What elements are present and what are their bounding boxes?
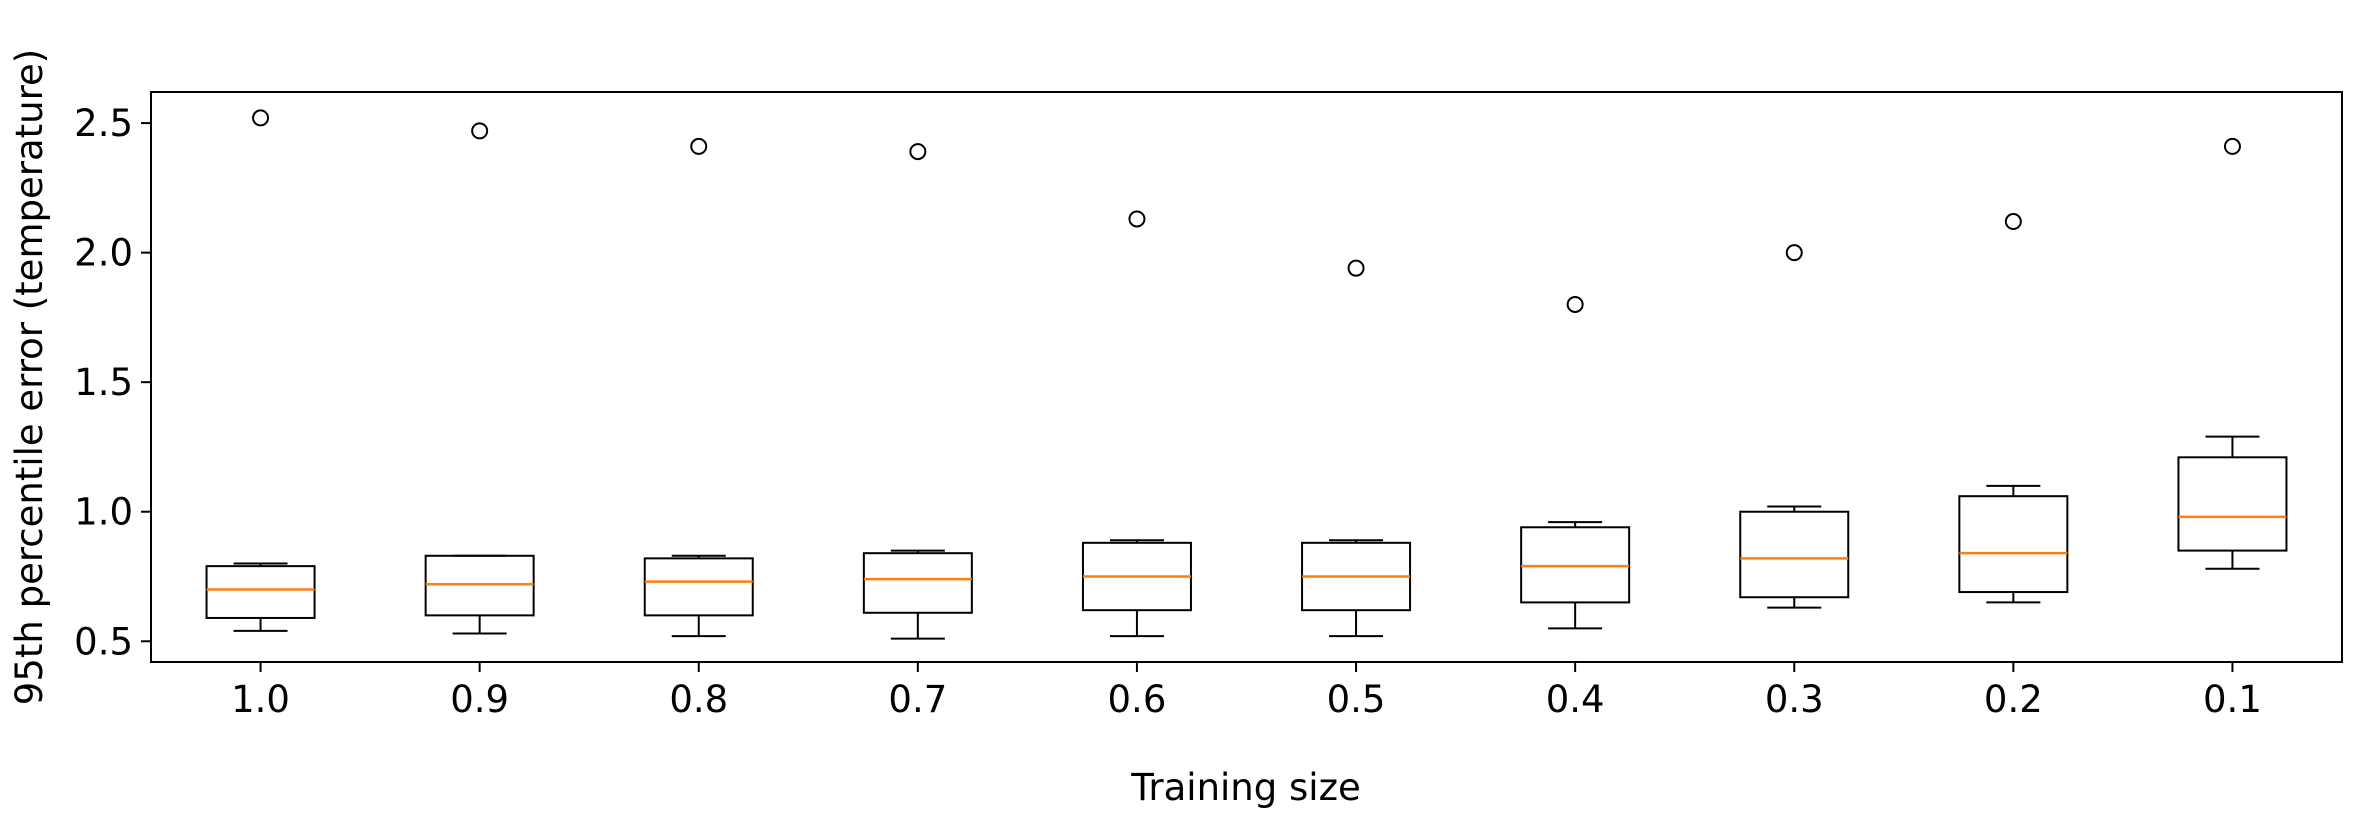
plot-frame: [150, 91, 2343, 663]
box: [424, 554, 535, 617]
outlier-point: [252, 109, 270, 127]
x-tick-label: 0.6: [1108, 678, 1167, 721]
x-tick-label: 0.4: [1546, 678, 1605, 721]
y-tick-label: 1.5: [74, 361, 133, 404]
outlier-point: [690, 137, 708, 155]
box-group-0.3: [1739, 244, 1850, 609]
x-tick-label: 0.1: [2203, 678, 2262, 721]
box: [1520, 526, 1631, 604]
box-group-1.0: [205, 109, 316, 632]
box: [1739, 510, 1850, 599]
box-group-0.8: [643, 137, 754, 638]
y-tick-label: 2.0: [74, 232, 133, 275]
box-group-0.6: [1081, 210, 1192, 638]
box: [205, 565, 316, 619]
outlier-point: [2223, 137, 2241, 155]
box-group-0.5: [1301, 259, 1412, 638]
box-group-0.4: [1520, 295, 1631, 630]
box-group-0.1: [2177, 137, 2288, 570]
plot-marks: [205, 109, 2288, 640]
x-tick-label: 0.8: [669, 678, 728, 721]
outlier-point: [1566, 295, 1584, 313]
box: [2177, 456, 2288, 552]
x-tick-label: 0.7: [888, 678, 947, 721]
y-axis-label: 95th percentile error (temperature): [8, 49, 51, 705]
box: [862, 552, 973, 614]
outlier-point: [1347, 259, 1365, 277]
x-axis-label: Training size: [1130, 766, 1361, 809]
box: [643, 557, 754, 617]
outlier-point: [1785, 244, 1803, 262]
box-group-0.2: [1958, 213, 2069, 604]
x-tick-label: 0.2: [1984, 678, 2043, 721]
y-tick-label: 1.0: [74, 491, 133, 534]
box: [1958, 495, 2069, 594]
x-tick-label: 0.3: [1765, 678, 1824, 721]
y-tick-label: 0.5: [74, 620, 133, 663]
y-tick-label: 2.5: [74, 102, 133, 145]
x-axis: 1.0 0.9 0.8 0.7 0.6 0.5 0.4 0.3 0.2 0.1: [231, 662, 2262, 721]
outlier-point: [2004, 213, 2022, 231]
outlier-point: [909, 143, 927, 161]
x-tick-label: 1.0: [231, 678, 290, 721]
y-axis: 0.5 1.0 1.5 2.0 2.5: [74, 102, 151, 663]
box-group-0.7: [862, 143, 973, 640]
x-tick-label: 0.9: [450, 678, 509, 721]
outlier-point: [1128, 210, 1146, 228]
x-tick-label: 0.5: [1327, 678, 1386, 721]
outlier-point: [471, 122, 489, 140]
box-group-0.9: [424, 122, 535, 635]
